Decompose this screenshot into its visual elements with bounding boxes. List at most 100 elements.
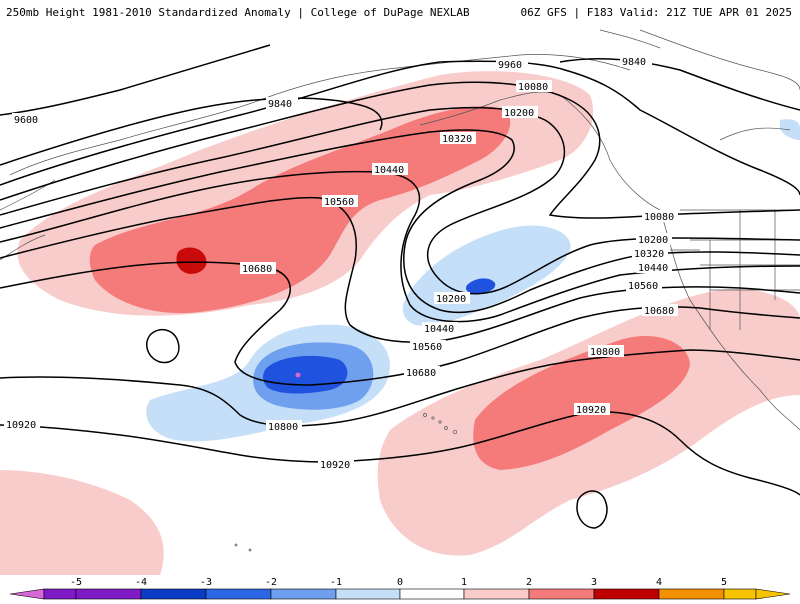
colorbar-tick: -3 — [200, 577, 212, 588]
contour-label-10560-b: 10560 — [626, 279, 662, 292]
contour-label-10800-b: 10800 — [266, 420, 302, 433]
colorbar-seg — [335, 588, 401, 600]
contour-label-10680-b: 10680 — [642, 304, 678, 317]
contour-loop-10920-mid — [146, 328, 180, 364]
contour-label-10920-c: 10920 — [574, 403, 610, 416]
anomaly-map: 9600 9840 9960 9840 10080 10200 10320 10… — [0, 22, 800, 575]
svg-text:10560: 10560 — [628, 281, 658, 292]
colorbar-tick: -2 — [265, 577, 277, 588]
contour-label-10800-a: 10800 — [588, 345, 624, 358]
colorbar-seg — [205, 588, 272, 600]
contour-label-9960: 9960 — [496, 58, 528, 71]
svg-text:10800: 10800 — [590, 347, 620, 358]
contour-label-10560-a: 10560 — [322, 195, 358, 208]
svg-text:9960: 9960 — [498, 60, 522, 71]
contour-label-10080-b: 10080 — [642, 210, 678, 223]
svg-text:10800: 10800 — [268, 422, 298, 433]
svg-text:9840: 9840 — [622, 57, 646, 68]
contour-label-group: 9600 9840 9960 9840 10080 10200 10320 10… — [4, 55, 678, 471]
colorbar-seg — [75, 588, 142, 600]
positive-anomaly-1c — [0, 470, 164, 575]
contour-10440 — [0, 170, 800, 323]
run-valid-time: 06Z GFS | F183 Valid: 21Z TUE APR 01 202… — [520, 6, 792, 19]
contour-label-10440-a: 10440 — [372, 163, 408, 176]
contour-label-10440-c: 10440 — [422, 322, 458, 335]
colorbar-tick: 0 — [397, 577, 403, 588]
svg-text:10680: 10680 — [242, 264, 272, 275]
negative-anomaly-1 — [402, 225, 571, 326]
svg-text:10680: 10680 — [644, 306, 674, 317]
colorbar-seg — [399, 588, 465, 600]
svg-text:10920: 10920 — [576, 405, 606, 416]
contour-label-9840-east: 9840 — [620, 55, 652, 68]
title-bar: 250mb Height 1981-2010 Standardized Anom… — [0, 0, 800, 22]
svg-text:10200: 10200 — [436, 294, 466, 305]
colorbar-seg — [270, 588, 337, 600]
colorbar-tick: -5 — [70, 577, 82, 588]
contour-10920-west — [0, 411, 800, 496]
map-title: 250mb Height 1981-2010 Standardized Anom… — [6, 6, 470, 19]
svg-text:10440: 10440 — [374, 165, 404, 176]
colorbar-tick: 5 — [721, 577, 727, 588]
colorbar-arrow-left — [9, 588, 45, 600]
contour-loop-10920-south — [576, 490, 608, 529]
contour-9600 — [0, 44, 271, 116]
svg-text:10680: 10680 — [406, 368, 436, 379]
svg-text:9840: 9840 — [268, 99, 292, 110]
contour-label-10080-a: 10080 — [516, 80, 552, 93]
colorbar-seg — [43, 588, 77, 600]
contour-10200 — [0, 106, 800, 295]
colorbar-segments — [9, 588, 791, 600]
svg-text:10440: 10440 — [424, 324, 454, 335]
contour-label-10920-a: 10920 — [4, 418, 40, 431]
colorbar-tick: 3 — [591, 577, 597, 588]
contour-10080 — [0, 81, 800, 219]
svg-text:10440: 10440 — [638, 263, 668, 274]
colorbar-seg — [593, 588, 660, 600]
svg-text:10320: 10320 — [442, 134, 472, 145]
contour-9840-east — [559, 57, 800, 111]
contour-label-9600: 9600 — [12, 113, 44, 126]
svg-text:10200: 10200 — [638, 235, 668, 246]
coastlines — [0, 29, 800, 552]
colorbar-seg — [658, 588, 725, 600]
svg-text:10920: 10920 — [6, 420, 36, 431]
colorbar-tick: 1 — [461, 577, 467, 588]
contour-label-10560-c: 10560 — [410, 340, 446, 353]
svg-text:10320: 10320 — [634, 249, 664, 260]
negative-anomaly-3b — [465, 278, 496, 294]
colorbar-seg — [140, 588, 207, 600]
svg-text:10920: 10920 — [320, 460, 350, 471]
colorbar-tick: 2 — [526, 577, 532, 588]
contour-label-10440-b: 10440 — [636, 261, 672, 274]
contour-label-10920-b: 10920 — [318, 458, 354, 471]
svg-text:10080: 10080 — [644, 212, 674, 223]
colorbar-seg — [723, 588, 757, 600]
extreme-anomaly-dot — [295, 372, 301, 378]
colorbar-tick: -1 — [330, 577, 342, 588]
positive-anomaly-3 — [176, 247, 207, 274]
svg-text:10560: 10560 — [324, 197, 354, 208]
colorbar-labels: -5 -4 -3 -2 -1 0 1 2 3 4 5 — [70, 577, 727, 588]
contour-label-10200-a: 10200 — [502, 106, 538, 119]
contour-10800 — [0, 349, 800, 427]
contour-label-10680-c: 10680 — [404, 366, 440, 379]
contour-label-9840-west: 9840 — [266, 97, 298, 110]
colorbar-tick: 4 — [656, 577, 662, 588]
contour-label-10680-a: 10680 — [240, 262, 276, 275]
negative-anomaly-1c — [780, 119, 800, 140]
contour-9840-west — [0, 97, 383, 166]
contour-10320 — [0, 129, 800, 314]
svg-text:10560: 10560 — [412, 342, 442, 353]
svg-text:10200: 10200 — [504, 108, 534, 119]
contour-label-10320-a: 10320 — [440, 132, 476, 145]
colorbar-arrow-right — [755, 588, 791, 600]
contour-label-10200-b: 10200 — [636, 233, 672, 246]
colorbar-seg — [463, 588, 530, 600]
contour-label-10200-c: 10200 — [434, 292, 470, 305]
contour-label-10320-b: 10320 — [632, 247, 668, 260]
colorbar: -5 -4 -3 -2 -1 0 1 2 3 4 5 — [0, 575, 800, 600]
colorbar-tick: -4 — [135, 577, 147, 588]
svg-text:10080: 10080 — [518, 82, 548, 93]
